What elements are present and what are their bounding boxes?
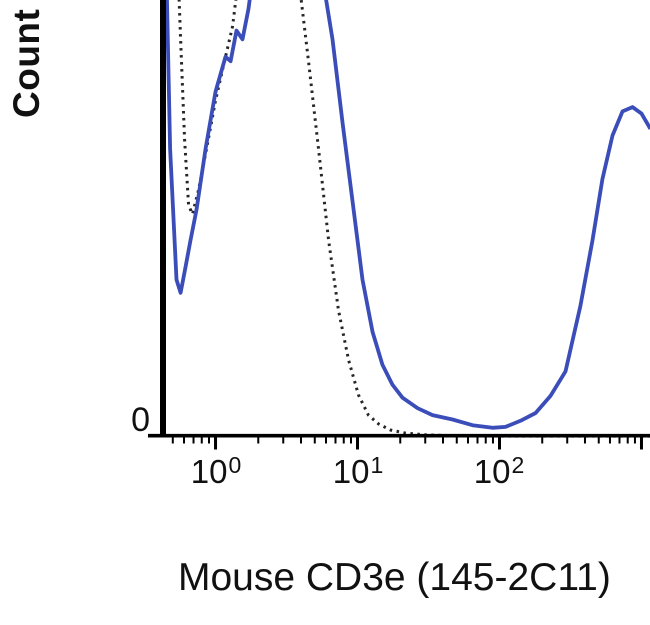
x-axis-title: Mouse CD3e (145-2C11) — [178, 556, 611, 599]
y-axis-label: Count — [6, 8, 47, 118]
x-tick-label-10e1: 101 — [332, 452, 384, 490]
series-isotype-control-dotted — [177, 0, 650, 438]
histogram-plot-area — [148, 0, 650, 450]
y-axis-zero-tick-label: 0 — [131, 401, 150, 439]
x-tick-label-10e0: 100 — [190, 452, 242, 490]
series-stained-solid-blue — [165, 0, 650, 430]
x-tick-label-10e2: 102 — [473, 452, 525, 490]
